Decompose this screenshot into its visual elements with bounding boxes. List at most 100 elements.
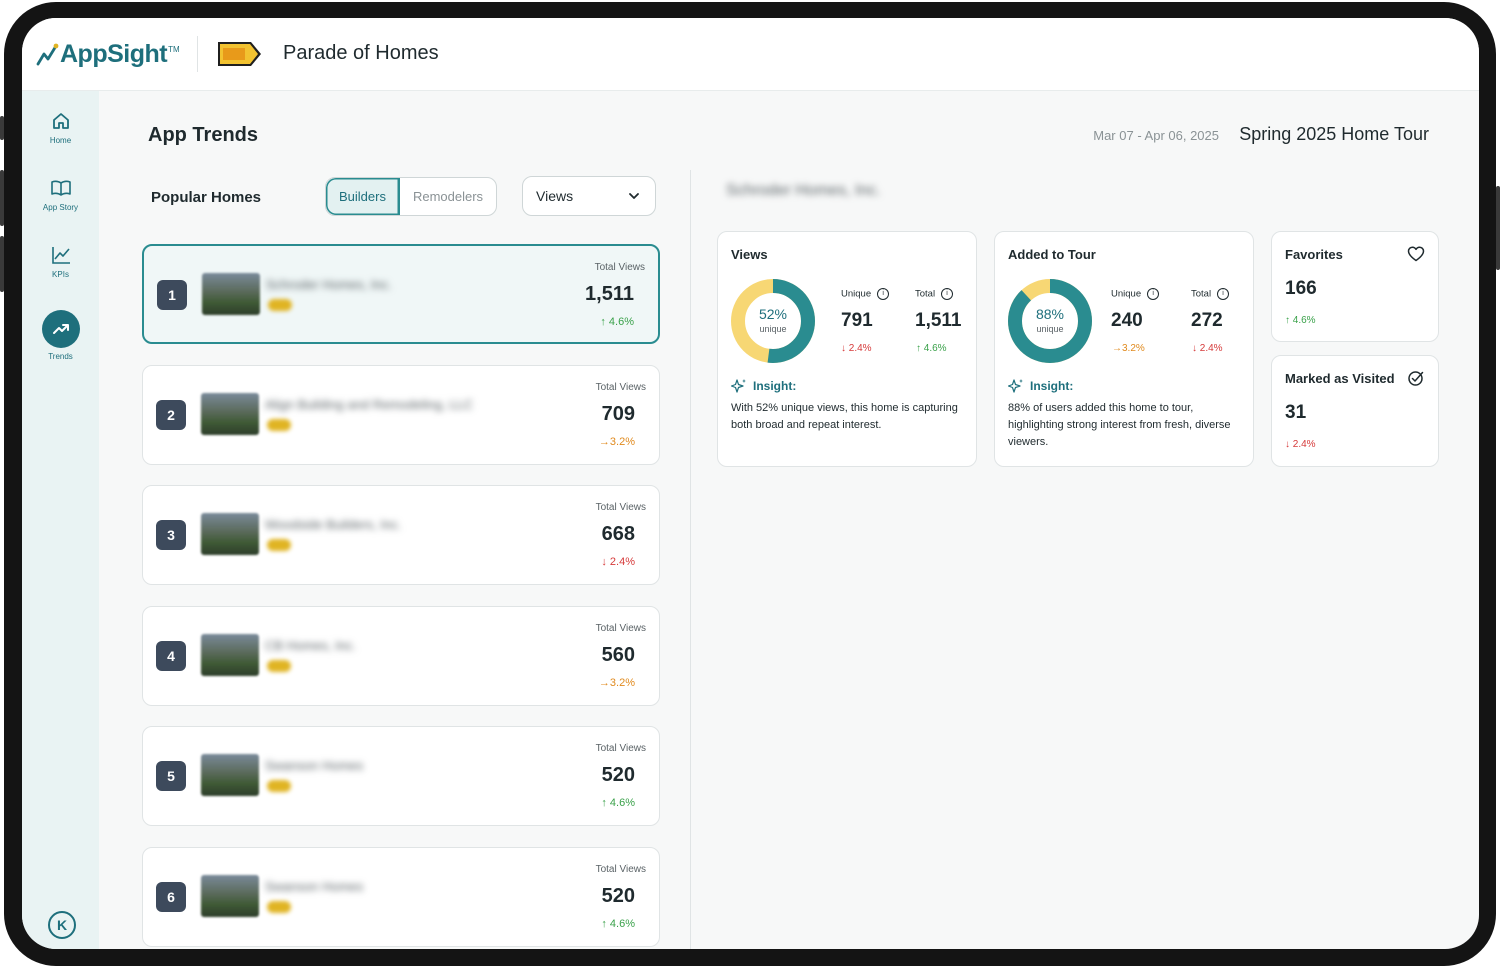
home-thumbnail — [201, 392, 259, 435]
builder-name: Schroder Homes, Inc. — [266, 277, 392, 292]
sidebar-item-trends[interactable]: Trends — [22, 310, 99, 361]
parade-of-homes-logo — [218, 42, 261, 66]
insight-text: 88% of users added this home to tour, hi… — [1008, 402, 1231, 448]
total-views-label: Total Views — [595, 381, 646, 393]
builder-name: Swanson Homes — [265, 758, 364, 773]
donut-percent: 88% — [1035, 306, 1065, 322]
change-value: 2.4% — [1199, 343, 1223, 354]
active-indicator — [41, 310, 80, 348]
total-label-text: Total — [1191, 288, 1212, 300]
card-title: Added to Tour — [1008, 247, 1096, 262]
trend-change: →3.2% — [599, 436, 635, 448]
unique-value: 791 — [841, 310, 873, 331]
sidebar-item-home[interactable]: Home — [22, 110, 99, 145]
tour-name[interactable]: Spring 2025 Home Tour — [1239, 124, 1429, 144]
logo-text: AppSight — [60, 40, 168, 68]
home-thumbnail — [201, 874, 259, 917]
home-card[interactable]: 5 Swanson Homes Total Views 520 ↑ 4.6% — [142, 726, 660, 826]
trend-change: ↑ 4.6% — [600, 316, 634, 328]
arrow-down-icon: ↓ — [601, 556, 607, 568]
rank-badge: 3 — [156, 520, 186, 550]
header-divider — [197, 36, 198, 72]
donut-percent: 52% — [758, 306, 788, 322]
device-button — [0, 170, 4, 226]
builder-badge — [267, 539, 291, 551]
views-donut-chart — [731, 279, 815, 363]
donut-unique-arc — [1008, 279, 1092, 363]
sidebar-item-label: KPIs — [52, 270, 69, 279]
change-value: 2.4% — [609, 556, 635, 568]
change-value: 4.6% — [609, 917, 635, 930]
insight-label: Insight: — [1030, 379, 1074, 393]
appsight-mark-icon — [36, 43, 59, 65]
appsight-logo[interactable]: AppSight TM — [36, 40, 180, 69]
info-icon[interactable]: i — [877, 288, 890, 300]
unique-value: 240 — [1111, 310, 1143, 331]
sidebar-item-app-story[interactable]: App Story — [22, 177, 99, 212]
total-value: 272 — [1191, 310, 1223, 331]
arrow-down-icon: ↓ — [1192, 343, 1197, 354]
total-views-label: Total Views — [595, 502, 646, 513]
home-card[interactable]: 6 Swanson Homes Total Views 520 ↑ 4.6% — [142, 846, 660, 947]
change-value: 3.2% — [609, 676, 635, 689]
rank-badge: 6 — [156, 881, 186, 912]
visited-change: ↓ 2.4% — [1285, 439, 1316, 450]
heart-icon[interactable] — [1407, 245, 1425, 263]
total-views-value: 560 — [601, 643, 635, 666]
popular-homes-label: Popular Homes — [151, 189, 262, 206]
total-views-label: Total Views — [594, 262, 645, 273]
change-value: 3.2% — [609, 435, 635, 448]
home-card[interactable]: 4 CB Homes, Inc. Total Views 560 →3.2% — [142, 605, 660, 706]
insight-text: With 52% unique views, this home is capt… — [731, 402, 958, 431]
home-card[interactable]: 3 Woodside Builders, Inc. Total Views 66… — [142, 485, 660, 585]
favorites-value: 166 — [1285, 278, 1317, 299]
page-title: App Trends — [148, 124, 259, 146]
sidebar-item-kpis[interactable]: KPIs — [22, 244, 99, 279]
arrow-right-icon: → — [598, 435, 610, 448]
device-button — [0, 116, 4, 140]
marked-visited-card: Marked as Visited 31 ↓ 2.4% — [1271, 355, 1439, 467]
insight-label: Insight: — [753, 379, 797, 393]
builder-badge — [267, 418, 291, 431]
total-views-value: 520 — [601, 884, 635, 907]
card-title: Marked as Visited — [1285, 371, 1395, 386]
change-value: 4.6% — [609, 797, 635, 809]
sparkle-icon — [1008, 379, 1023, 393]
favorites-change: ↑ 4.6% — [1285, 315, 1316, 326]
builder-badge — [267, 780, 291, 792]
tab-remodelers[interactable]: Remodelers — [412, 189, 484, 204]
builder-badge — [267, 900, 291, 913]
arrow-up-icon: ↑ — [601, 917, 607, 930]
sparkle-icon — [731, 379, 746, 393]
metric-select[interactable]: Views — [522, 176, 656, 216]
builder-badge — [268, 299, 292, 311]
info-icon[interactable]: i — [1147, 288, 1160, 300]
check-circle-icon[interactable] — [1407, 369, 1425, 387]
selected-builder-name: Schroder Homes, Inc. — [726, 182, 881, 199]
builder-name: Align Building and Remodeling, LLC — [265, 396, 474, 412]
home-card[interactable]: 1 Schroder Homes, Inc. Total Views 1,511… — [142, 244, 660, 344]
insight-heading: Insight: — [1008, 378, 1073, 394]
total-label: Total i — [1191, 288, 1230, 300]
card-title: Views — [731, 247, 768, 262]
total-change: ↓ 2.4% — [1192, 343, 1223, 354]
trend-change: ↑ 4.6% — [601, 918, 635, 930]
info-icon[interactable]: i — [941, 288, 954, 300]
trending-up-icon — [52, 324, 69, 334]
insight-heading: Insight: — [731, 378, 796, 394]
sidebar-item-label: App Story — [42, 203, 79, 212]
arrow-right-icon: → — [1112, 343, 1122, 354]
tab-builders[interactable]: Builders — [326, 178, 400, 215]
logo-trademark: TM — [168, 45, 180, 54]
sidebar-item-label: Trends — [48, 352, 73, 361]
home-card[interactable]: 2 Align Building and Remodeling, LLC Tot… — [142, 364, 660, 465]
unique-label-text: Unique — [1111, 288, 1142, 300]
card-title: Favorites — [1285, 247, 1343, 262]
unique-change: ↓ 2.4% — [841, 343, 872, 354]
builder-badge — [267, 659, 291, 672]
date-range[interactable]: Mar 07 - Apr 06, 2025 — [1093, 128, 1219, 143]
unique-label: Unique i — [1111, 288, 1160, 300]
change-value: 4.6% — [923, 343, 947, 354]
total-views-value: 1,511 — [585, 283, 634, 305]
info-icon[interactable]: i — [1217, 288, 1230, 300]
